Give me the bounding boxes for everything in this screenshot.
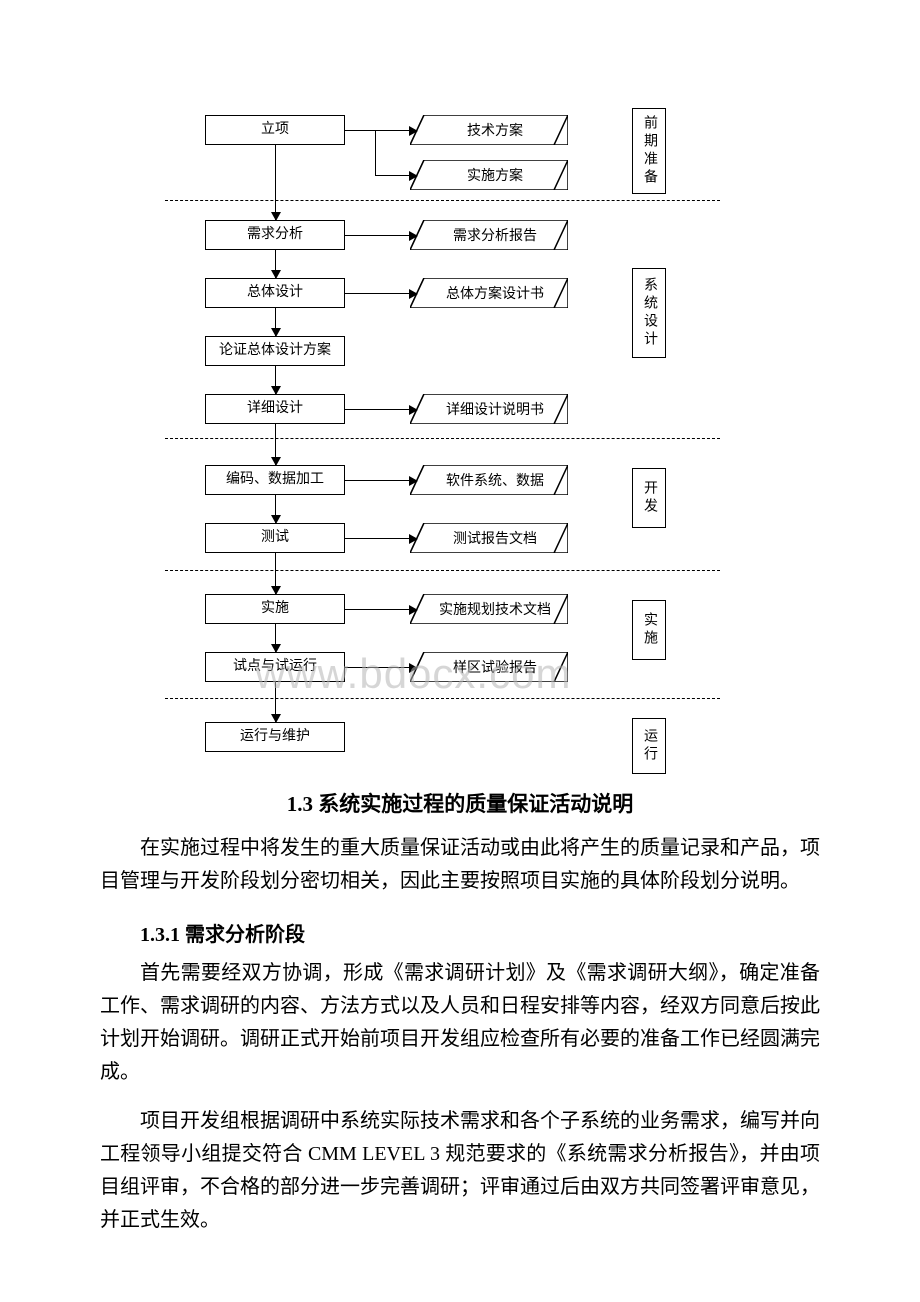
process-box-p4: 详细设计 — [205, 394, 345, 424]
phase-box-ph1: 系统设计 — [632, 268, 666, 358]
arrow-down — [275, 366, 276, 394]
process-box-p5: 编码、数据加工 — [205, 465, 345, 495]
arrow-down — [275, 250, 276, 278]
process-box-p7: 实施 — [205, 594, 345, 624]
doc-shape-d7: 实施规划技术文档 — [410, 594, 568, 624]
phase-divider — [165, 570, 720, 571]
arrow-right — [345, 293, 417, 294]
heading-1-3-num: 1.3 — [287, 792, 313, 816]
arrow-down — [275, 145, 276, 220]
arrow-elbow-seg — [375, 130, 376, 175]
paragraph-1-3-1a: 首先需要经双方协调，形成《需求调研计划》及《需求调研大纲》，确定准备工作、需求调… — [100, 957, 820, 1089]
process-box-p8: 试点与试运行 — [205, 652, 345, 682]
arrow-right — [345, 480, 417, 481]
arrow-down — [275, 553, 276, 594]
heading-1-3-1-title: 需求分析阶段 — [180, 924, 305, 946]
heading-1-3: 1.3 系统实施过程的质量保证活动说明 — [100, 788, 820, 818]
arrow-down — [275, 624, 276, 652]
phase-box-ph3: 实施 — [632, 600, 666, 660]
arrow-right — [345, 667, 417, 668]
process-box-p6: 测试 — [205, 523, 345, 553]
process-box-p9: 运行与维护 — [205, 722, 345, 752]
arrow-right — [345, 235, 417, 236]
arrow-right — [345, 538, 417, 539]
doc-shape-d0b: 实施方案 — [410, 160, 568, 190]
process-box-p3: 论证总体设计方案 — [205, 336, 345, 366]
process-box-p2: 总体设计 — [205, 278, 345, 308]
phase-box-ph2: 开发 — [632, 468, 666, 528]
doc-shape-d0a: 技术方案 — [410, 115, 568, 145]
process-box-p1: 需求分析 — [205, 220, 345, 250]
process-box-p0: 立项 — [205, 115, 345, 145]
doc-shape-d8: 样区试验报告 — [410, 652, 568, 682]
heading-1-3-1: 1.3.1 需求分析阶段 — [140, 918, 820, 947]
paragraph-1-3-1b: 项目开发组根据调研中系统实际技术需求和各个子系统的业务需求，编写并向工程领导小组… — [100, 1105, 820, 1237]
flowchart-diagram: 立项需求分析总体设计论证总体设计方案详细设计编码、数据加工测试实施试点与试运行运… — [0, 0, 920, 760]
paragraph-1-3: 在实施过程中将发生的重大质量保证活动或由此将产生的质量记录和产品，项目管理与开发… — [100, 832, 820, 898]
phase-divider — [165, 200, 720, 201]
doc-shape-d5: 软件系统、数据 — [410, 465, 568, 495]
doc-shape-d1: 需求分析报告 — [410, 220, 568, 250]
heading-1-3-title: 系统实施过程的质量保证活动说明 — [313, 792, 633, 816]
arrow-right — [345, 609, 417, 610]
arrow-down — [275, 682, 276, 722]
doc-shape-d2: 总体方案设计书 — [410, 278, 568, 308]
phase-box-ph0: 前期准备 — [632, 108, 666, 194]
heading-1-3-1-num: 1.3.1 — [140, 924, 180, 946]
arrow-elbow-seg — [375, 175, 417, 176]
phase-divider — [165, 698, 720, 699]
para-1-3-1b-latin: CMM LEVEL 3 — [308, 1143, 440, 1165]
arrow-down — [275, 424, 276, 465]
doc-shape-d4: 详细设计说明书 — [410, 394, 568, 424]
phase-box-ph4: 运行 — [632, 718, 666, 774]
arrow-right — [345, 409, 417, 410]
arrow-down — [275, 308, 276, 336]
arrow-down — [275, 495, 276, 523]
doc-shape-d6: 测试报告文档 — [410, 523, 568, 553]
phase-divider — [165, 438, 720, 439]
arrow-elbow-seg — [345, 130, 375, 131]
document-body: 1.3 系统实施过程的质量保证活动说明 在实施过程中将发生的重大质量保证活动或由… — [0, 760, 920, 1237]
